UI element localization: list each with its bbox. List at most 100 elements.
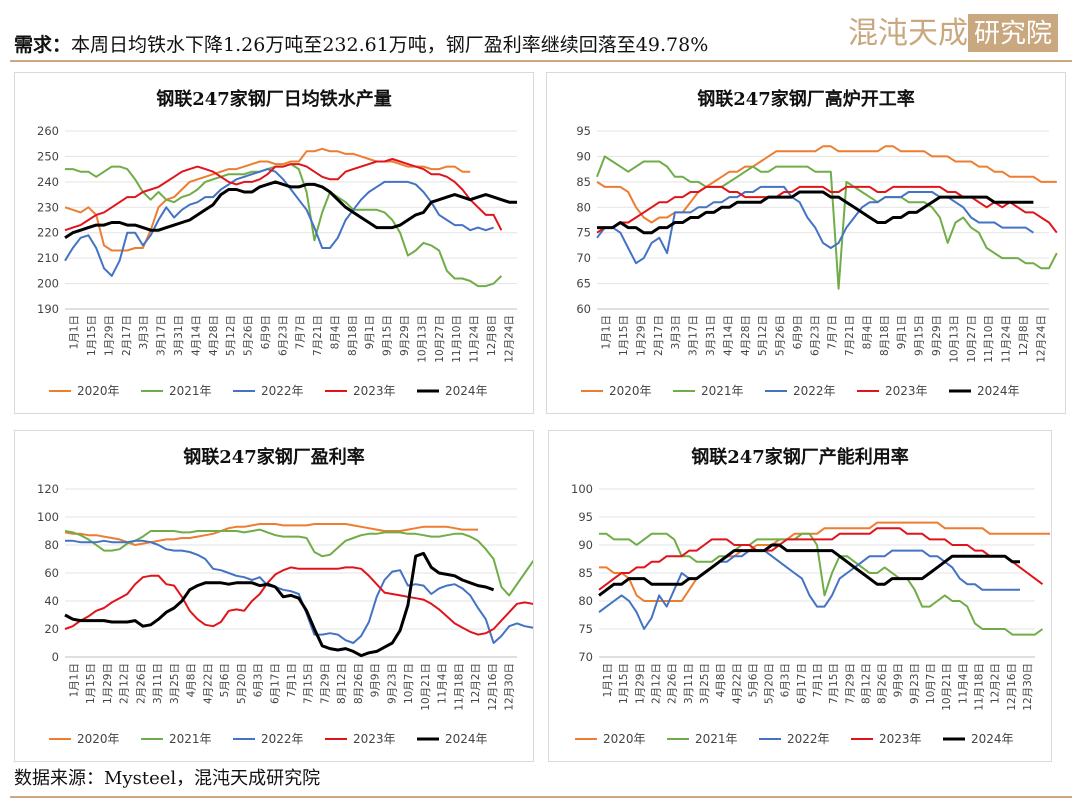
x-tick-label: 10月13日	[416, 315, 428, 363]
x-tick-label: 3月11日	[683, 663, 695, 704]
chart-panel-capacity-util: 钢联247家钢厂产能利用率 70 75 80 85 90 95 100 1月1日 1月15日 1月2…	[548, 430, 1052, 762]
y-tick-label: 60	[576, 302, 591, 316]
chart-title: 钢联247家钢厂盈利率	[183, 446, 365, 468]
x-tick-label: 7月15日	[303, 663, 315, 704]
legend-label: 2023年	[885, 384, 928, 398]
x-tick-label: 8月4日	[329, 315, 341, 349]
chart-profit-rate: 钢联247家钢厂盈利率 0 20 40 60 80 100 120 1月1日 1月15日 1月29日…	[37, 446, 533, 746]
series-line	[598, 527, 1044, 591]
x-tick-label: 11月18日	[973, 663, 985, 711]
series-line	[598, 543, 1020, 597]
legend-label: 2022年	[261, 732, 304, 746]
x-tick-label: 9月9日	[893, 663, 905, 697]
y-tick-label: 260	[37, 124, 59, 138]
y-tick-label: 75	[576, 226, 591, 240]
y-tick-label: 90	[576, 149, 591, 163]
series-line	[596, 185, 1058, 234]
x-tick-label: 9月9日	[370, 663, 382, 697]
series-line	[65, 539, 533, 644]
x-tick-label: 6月17日	[796, 663, 808, 704]
x-tick-label: 10月21日	[941, 663, 953, 711]
x-tick-label: 11月10日	[983, 315, 995, 363]
x-tick-label: 2月17日	[121, 315, 133, 356]
x-tick-label: 3月11日	[152, 663, 164, 704]
x-tick-label: 12月16日	[1006, 663, 1018, 711]
x-tick-label: 1月29日	[635, 315, 647, 356]
x-tick-label: 8月18日	[347, 315, 359, 356]
series-line	[64, 551, 495, 658]
y-tick-label: 70	[576, 251, 591, 265]
headline-label: 需求：	[14, 34, 72, 56]
chart-panel-profit-rate: 钢联247家钢厂盈利率 0 20 40 60 80 100 120 1月1日 1月15日 1月29日…	[14, 430, 534, 762]
x-tick-label: 8月12日	[860, 663, 872, 704]
x-tick-label: 1月29日	[634, 663, 646, 704]
y-tick-label: 100	[571, 482, 593, 496]
x-tick-label: 5月6日	[747, 663, 759, 697]
x-tick-label: 9月15日	[382, 315, 394, 356]
x-tick-label: 1月29日	[103, 315, 115, 356]
x-tick-label: 4月8日	[715, 663, 727, 697]
x-tick-label: 11月24日	[1001, 315, 1013, 363]
x-tick-label: 4月8日	[186, 663, 198, 697]
x-tick-label: 4月22日	[731, 663, 743, 704]
x-tick-label: 2月26日	[667, 663, 679, 704]
series-line	[598, 549, 1020, 630]
legend-label: 2020年	[609, 384, 652, 398]
x-tick-label: 2月12日	[119, 663, 131, 704]
series-line	[64, 158, 503, 232]
x-tick-label: 1月1日	[69, 315, 81, 349]
x-tick-label: 1月15日	[85, 663, 97, 704]
x-tick-label: 9月23日	[386, 663, 398, 704]
legend-label: 2021年	[695, 732, 738, 746]
x-tick-label: 8月18日	[879, 315, 891, 356]
x-tick-label: 6月9日	[260, 315, 272, 349]
x-tick-label: 9月15日	[914, 315, 926, 356]
x-tick-label: 8月4日	[861, 315, 873, 349]
y-tick-label: 40	[44, 594, 59, 608]
chart-panel-blast-furnace: 钢联247家钢厂高炉开工率 60 65 70 75 80 85 90 95 1月1日 1月15日 1月…	[546, 72, 1066, 414]
x-tick-label: 9月29日	[399, 315, 411, 356]
x-tick-label: 12月24日	[1035, 315, 1047, 363]
series-line	[64, 180, 517, 240]
x-tick-label: 12月8日	[1018, 315, 1030, 356]
x-tick-label: 5月6日	[219, 663, 231, 697]
x-tick-label: 1月29日	[102, 663, 114, 704]
x-tick-label: 4月28日	[208, 315, 220, 356]
legend-label: 2024年	[977, 384, 1020, 398]
x-tick-label: 12月2日	[470, 663, 482, 704]
series-line	[64, 523, 478, 546]
x-tick-label: 10月27日	[966, 315, 978, 363]
y-tick-label: 80	[576, 200, 591, 214]
x-tick-label: 2月12日	[651, 663, 663, 704]
series-line	[599, 532, 1044, 636]
x-tick-label: 8月26日	[877, 663, 889, 704]
x-tick-label: 7月7日	[295, 315, 307, 349]
series-line	[597, 190, 1034, 235]
y-tick-label: 95	[578, 510, 593, 524]
series-line	[596, 145, 1057, 224]
series-line	[64, 566, 533, 636]
x-tick-label: 5月12日	[225, 315, 237, 356]
x-tick-label: 9月1日	[896, 315, 908, 349]
chart-title: 钢联247家钢厂日均铁水产量	[156, 88, 392, 110]
x-tick-label: 4月22日	[202, 663, 214, 704]
series-line	[64, 147, 471, 252]
x-tick-label: 3月25日	[169, 663, 181, 704]
x-tick-label: 1月15日	[618, 663, 630, 704]
x-tick-label: 4月14日	[722, 315, 734, 356]
legend-label: 2021年	[701, 384, 744, 398]
y-tick-label: 250	[37, 149, 59, 163]
x-tick-label: 7月7日	[827, 315, 839, 349]
y-tick-label: 190	[37, 302, 59, 316]
x-tick-label: 1月15日	[618, 315, 630, 356]
x-tick-label: 3月3日	[138, 315, 150, 349]
x-tick-label: 8月26日	[353, 663, 365, 704]
x-tick-label: 1月1日	[601, 315, 613, 349]
x-tick-label: 7月1日	[286, 663, 298, 697]
x-tick-label: 3月17日	[156, 315, 168, 356]
x-tick-label: 7月15日	[828, 663, 840, 704]
y-tick-label: 95	[576, 124, 591, 138]
header-rule	[10, 60, 1072, 62]
x-tick-label: 7月29日	[319, 663, 331, 704]
x-tick-label: 10月7日	[403, 663, 415, 704]
